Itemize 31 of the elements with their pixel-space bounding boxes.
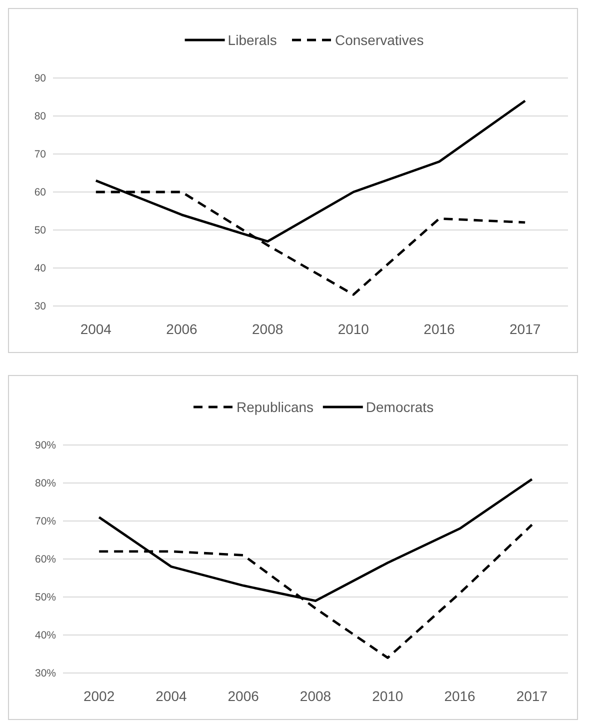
legend-label: Republicans: [236, 398, 314, 415]
x-tick-label: 2010: [338, 321, 370, 337]
legend-label: Liberals: [228, 32, 277, 48]
x-tick-label: 2017: [510, 321, 541, 337]
y-tick-label: 50: [34, 224, 46, 237]
y-tick-label: 50%: [34, 592, 56, 604]
x-tick-label: 2006: [228, 688, 260, 704]
x-tick-label: 2004: [80, 321, 112, 337]
y-tick-label: 60%: [34, 554, 56, 566]
y-tick-label: 70%: [34, 516, 56, 528]
x-tick-label: 2008: [300, 688, 332, 704]
y-tick-label: 40%: [34, 630, 56, 642]
x-tick-label: 2016: [424, 321, 456, 337]
x-tick-label: 2016: [444, 688, 476, 704]
x-tick-label: 2017: [516, 688, 548, 704]
y-tick-label: 90: [34, 72, 46, 85]
legend-label: Conservatives: [335, 32, 424, 48]
y-tick-label: 30%: [34, 668, 56, 680]
x-tick-label: 2006: [166, 321, 198, 337]
y-tick-label: 60: [34, 186, 46, 199]
x-tick-label: 2002: [83, 688, 115, 704]
y-tick-label: 80: [34, 110, 46, 123]
y-tick-label: 90%: [34, 440, 56, 452]
x-tick-label: 2010: [372, 688, 404, 704]
legend-label: Democrats: [366, 398, 434, 415]
y-tick-label: 70: [34, 148, 46, 161]
y-tick-label: 80%: [34, 478, 56, 490]
y-tick-label: 40: [34, 262, 46, 275]
y-tick-label: 30: [34, 300, 46, 313]
x-tick-label: 2008: [252, 321, 284, 337]
x-tick-label: 2004: [156, 688, 187, 704]
